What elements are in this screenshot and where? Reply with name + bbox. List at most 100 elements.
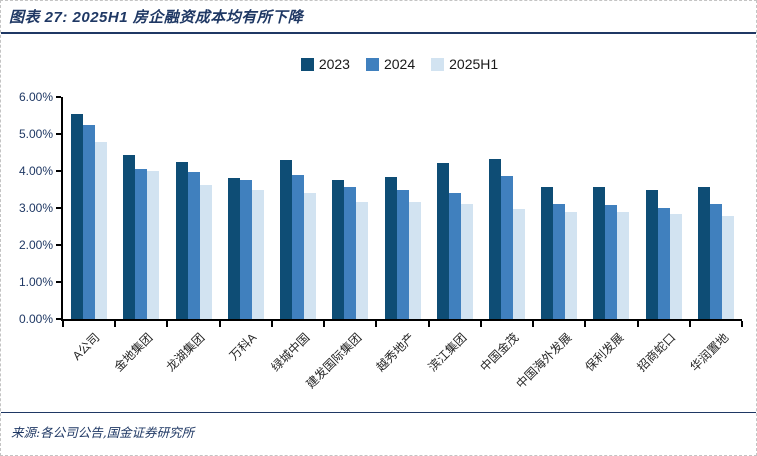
bar-2023 [332,179,345,319]
bar-2024 [709,204,722,319]
bar-group [429,97,481,319]
x-axis-labels-row: A公司 金地集团 龙湖集团 万科A 绿城中国 建发国际集团 越秀地产 滨江集团 中国金茂 中国海外… [9,321,742,399]
bar-2023 [593,186,606,319]
bar-2025h1 [460,204,473,319]
x-axis-tick-mark [62,321,64,327]
bar-2025h1 [147,171,160,319]
bar-2025h1 [304,193,317,319]
bar-groups [63,97,742,319]
x-axis-tick-mark [323,321,326,327]
bar-2023 [436,163,449,319]
bar-group [63,97,115,319]
y-axis-tick-mark [56,207,61,209]
y-axis-tick-label: 6.00% [18,90,53,104]
bar-group [220,97,272,319]
bar-group [324,97,376,319]
x-axis-tick-mark [114,321,117,327]
legend-label: 2025H1 [449,56,499,72]
bar-2025h1 [251,190,264,319]
x-axis-labels: A公司 金地集团 龙湖集团 万科A 绿城中国 建发国际集团 越秀地产 滨江集团 中国金茂 中国海外… [61,321,742,399]
y-axis-tick-label: 2.00% [18,238,53,253]
x-axis-tick-mark [479,321,482,327]
y-axis-tick-label: 1.00% [18,275,53,290]
bar-2023 [175,161,188,319]
figure-title: 图表 27: 2025H1 房企融资成本均有所下降 [9,9,304,26]
bar-2024 [135,168,148,319]
bar-2024 [500,175,513,319]
bar-2025h1 [721,215,734,319]
y-axis-tick-mark [56,96,61,98]
bar-2023 [227,178,240,319]
bar-2025h1 [199,185,212,319]
bar-2023 [697,186,710,319]
y-axis-tick-mark [56,281,61,284]
bar-chart-canvas [56,96,743,327]
bar-2024 [292,174,305,319]
bar-2025h1 [512,209,525,319]
legend-swatch-icon [365,57,379,71]
x-axis-tick-mark [688,321,691,327]
legend-item-2024: 2024 [365,56,416,72]
legend-label: 2024 [383,56,416,72]
legend-item-2023: 2023 [300,56,350,72]
y-axis-tick-mark [56,170,61,173]
bar-2024 [187,171,200,319]
bar-2023 [384,176,397,319]
x-axis-tick-mark [532,321,535,327]
source-note-bar: 来源:各公司公告,国金证券研究所 [1,412,756,455]
source-note: 来源:各公司公告,国金证券研究所 [11,425,195,440]
chart-plot-area: 0.00% 1.00% 2.00% 3.00% 4.00% 5.00% 6.00% [9,90,743,327]
x-axis-tick-mark [218,321,221,327]
bar-2023 [71,114,84,319]
bar-2025h1 [669,214,682,319]
bar-2023 [645,189,658,319]
x-axis-tick-mark [636,321,639,327]
bar-group [272,97,324,319]
bar-group [585,97,637,319]
legend-item-2025h1: 2025H1 [431,56,498,72]
y-axis-labels: 0.00% 1.00% 2.00% 3.00% 4.00% 5.00% 6.00% [9,90,61,326]
legend-swatch-icon [431,57,445,71]
bar-2024 [344,187,357,319]
bar-group [115,97,167,319]
x-axis-tick-mark [166,321,169,327]
bar-2024 [657,208,670,319]
x-axis-tick-mark [270,321,273,327]
bar-group [167,97,219,319]
x-axis-tick-mark [375,321,378,327]
y-axis-tick-label: 4.00% [18,164,53,179]
y-axis-tick-mark [56,133,61,135]
bar-2024 [605,205,618,319]
bar-2025h1 [408,202,421,319]
bar-group [376,97,428,319]
bar-2024 [448,193,461,319]
legend-swatch-icon [300,57,314,71]
bar-2025h1 [565,212,578,319]
bar-2023 [488,158,501,319]
legend-label: 2023 [318,56,350,72]
y-axis-tick-mark [56,244,61,247]
bar-2025h1 [356,202,369,319]
bar-group [690,97,742,319]
bar-2023 [280,159,293,319]
x-axis-tick-mark [741,321,743,327]
bar-2024 [239,179,252,319]
bar-2023 [123,155,136,319]
y-axis-tick-mark [56,318,61,320]
chart-legend: 2023 2024 2025H1 [61,56,738,72]
bar-2024 [83,125,96,319]
bar-group [481,97,533,319]
bar-group [533,97,585,319]
y-axis-tick-label: 5.00% [18,127,53,141]
figure-title-bar: 图表 27: 2025H1 房企融资成本均有所下降 [1,1,756,34]
x-axis-tick-mark [427,321,430,327]
bar-group [638,97,690,319]
bar-2024 [553,204,566,319]
bar-2025h1 [617,212,630,319]
x-axis-tick-mark [584,321,587,327]
bar-2023 [541,187,554,319]
bar-2024 [396,189,409,319]
y-axis-tick-label: 3.00% [18,201,53,215]
bar-2025h1 [95,141,108,319]
